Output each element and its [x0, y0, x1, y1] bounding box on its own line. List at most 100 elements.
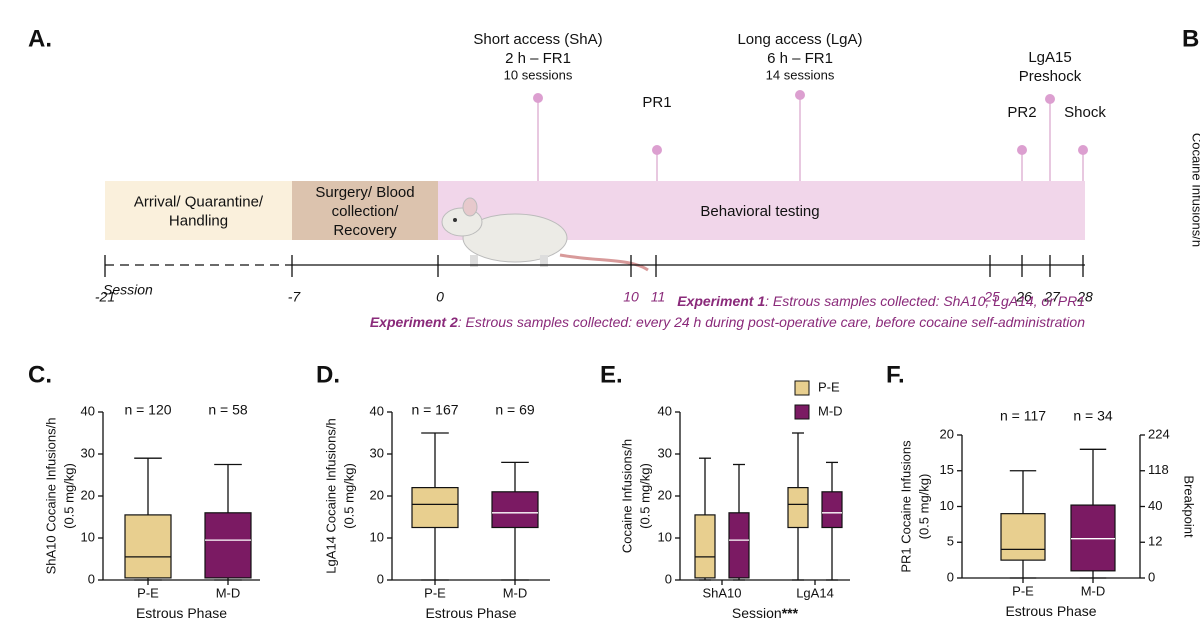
y-tick-label: 40 [81, 403, 95, 418]
n-label: n = 167 [411, 402, 458, 418]
panel-label: E. [600, 361, 623, 388]
experiment-note: Experiment 2: Estrous samples collected:… [370, 314, 1085, 330]
x-tick-label: LgA14 [796, 585, 834, 600]
y-tick-label: 10 [940, 498, 954, 513]
phase-label: Recovery [333, 222, 397, 239]
x-axis-label-text: Estrous Phase [425, 605, 516, 621]
event-label: 10 sessions [504, 67, 573, 82]
session-axis-label: Session [103, 282, 153, 298]
y-axis-label: (0.5 mg/kg) [61, 463, 76, 529]
box [491, 491, 539, 529]
phase-label: Handling [169, 212, 228, 229]
experiment-name: Experiment 2 [370, 314, 458, 330]
event-label: PR1 [642, 94, 671, 111]
event-dot [1017, 145, 1027, 155]
y-axis-label: LgA14 Cocaine Infusions/h [323, 418, 338, 573]
event-label: 6 h – FR1 [767, 50, 833, 67]
event-dot [1078, 145, 1088, 155]
event-dot [795, 90, 805, 100]
session-label: 10 [623, 289, 639, 305]
y-axis-label: Cocaine Infusions/h [619, 439, 634, 553]
event-label: PR2 [1007, 104, 1036, 121]
x-axis-label: Session*** [732, 605, 799, 621]
event-label: 2 h – FR1 [505, 50, 571, 67]
event-label: Preshock [1019, 68, 1082, 85]
y-tick-label: 30 [370, 445, 384, 460]
y2-tick-label: 224 [1148, 426, 1170, 441]
session-label: 11 [651, 289, 666, 305]
panel-label: D. [316, 361, 340, 388]
panel-label: B [1182, 25, 1199, 52]
y2-tick-label: 40 [1148, 498, 1162, 513]
event-label: 14 sessions [766, 67, 835, 82]
box [204, 512, 252, 579]
event-label: LgA15 [1028, 49, 1071, 66]
x-axis-label-text: Session [732, 605, 782, 621]
box [787, 487, 809, 529]
event-label: Short access (ShA) [473, 31, 602, 48]
n-label: n = 69 [495, 402, 535, 418]
x-tick-label: P-E [1012, 583, 1034, 598]
box [728, 512, 750, 579]
x-tick-label: P-E [424, 585, 446, 600]
y-tick-label: 10 [81, 529, 95, 544]
x-tick-label: M-D [216, 585, 241, 600]
box [1000, 513, 1046, 561]
session-label: 25 [983, 289, 1000, 305]
x-tick-label: M-D [503, 585, 528, 600]
n-label: n = 34 [1073, 408, 1113, 424]
y2-axis-label: Breakpoint [1182, 475, 1197, 538]
y-axis-label: (0.5 mg/kg) [916, 474, 931, 540]
y-tick-label: 10 [658, 529, 672, 544]
legend-label: P-E [818, 379, 840, 394]
phase-box [292, 181, 438, 240]
legend-swatch [794, 380, 810, 396]
y-tick-label: 40 [370, 403, 384, 418]
y-tick-label: 15 [940, 462, 954, 477]
session-label: 27 [1043, 289, 1061, 305]
y-tick-label: 0 [665, 571, 672, 586]
y-tick-label: 0 [88, 571, 95, 586]
y-axis-label: PR1 Cocaine Infusions [898, 440, 913, 573]
phase-label: Behavioral testing [700, 203, 819, 220]
n-label: n = 117 [1000, 408, 1046, 424]
n-label: n = 120 [124, 402, 171, 418]
x-axis-label-text: Estrous Phase [1005, 603, 1096, 619]
event-dot [652, 145, 662, 155]
event-dot [533, 93, 543, 103]
phase-label: Arrival/ Quarantine/ [134, 193, 264, 210]
panel-label: F. [886, 361, 905, 388]
x-axis-label: Estrous Phase [1005, 603, 1096, 619]
y-axis-label: (0.5 mg/kg) [637, 463, 652, 529]
y2-tick-label: 0 [1148, 569, 1155, 584]
x-tick-label: M-D [1081, 583, 1106, 598]
significance: *** [782, 605, 799, 621]
panel-label: A. [28, 25, 52, 52]
legend-label: M-D [818, 403, 843, 418]
legend-swatch [794, 404, 810, 420]
n-label: n = 58 [208, 402, 248, 418]
session-label: 26 [1015, 289, 1032, 305]
panel-b-ylabel: Cocaine Infusions/h [1190, 133, 1200, 247]
experiment-text: : Estrous samples collected: ShA10, LgA1… [765, 293, 1085, 309]
experiment-text: : Estrous samples collected: every 24 h … [458, 314, 1085, 330]
box [411, 487, 459, 529]
y-axis-label: ShA10 Cocaine Infusions/h [43, 418, 58, 575]
mouse-illustration [441, 197, 649, 272]
y-tick-label: 20 [370, 487, 384, 502]
phase-label: collection/ [332, 203, 400, 220]
session-label: 0 [436, 289, 444, 305]
session-label: 28 [1076, 289, 1093, 305]
y-tick-label: 20 [658, 487, 672, 502]
session-label: -21 [95, 289, 115, 305]
event-dot [1045, 94, 1055, 104]
x-tick-label: ShA10 [702, 585, 741, 600]
y-tick-label: 20 [81, 487, 95, 502]
x-axis-label: Estrous Phase [425, 605, 516, 621]
y-tick-label: 10 [370, 529, 384, 544]
y-axis-label: (0.5 mg/kg) [341, 463, 356, 529]
x-axis-label-text: Estrous Phase [136, 605, 227, 621]
y-tick-label: 20 [940, 426, 954, 441]
x-tick-label: P-E [137, 585, 159, 600]
